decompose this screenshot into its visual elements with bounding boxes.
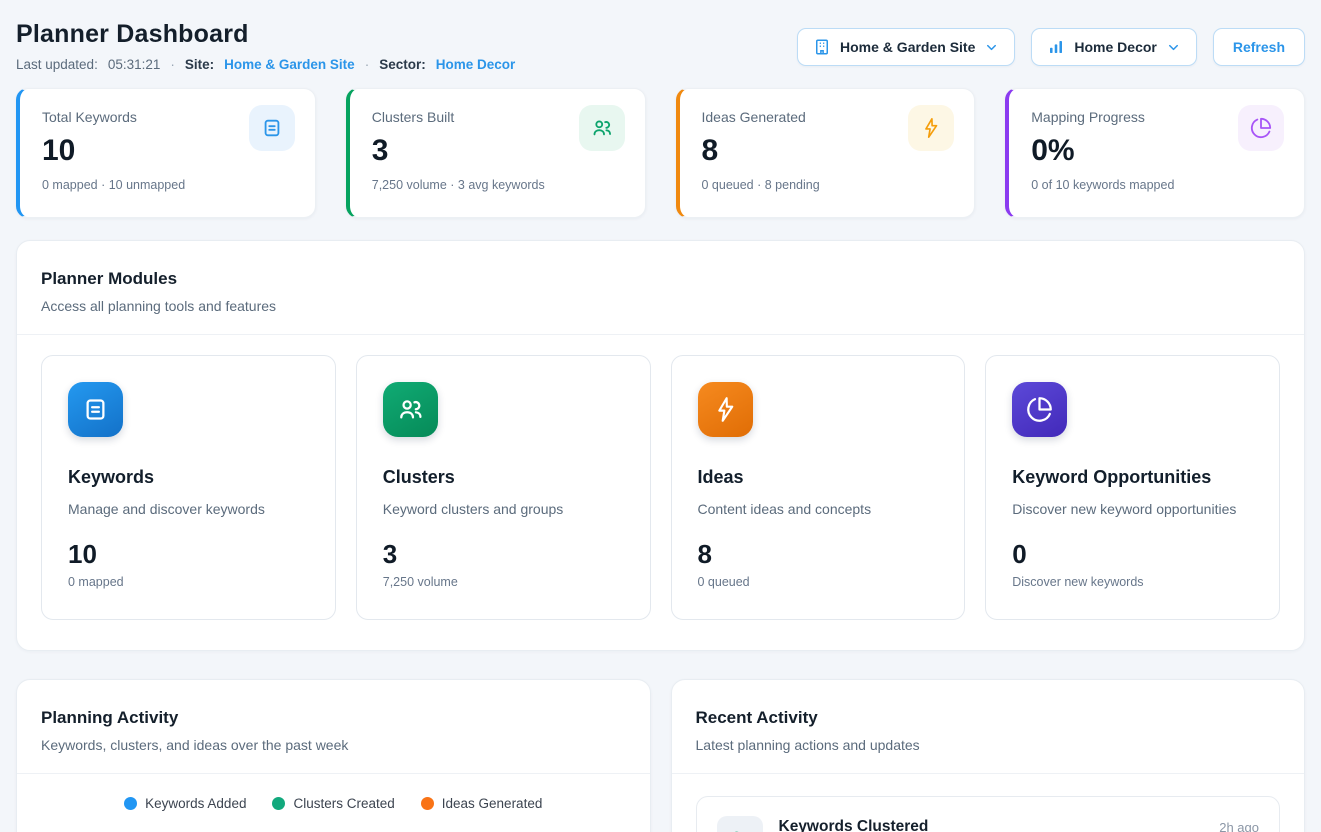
- note-icon: [249, 105, 295, 151]
- sector-link[interactable]: Home Decor: [436, 57, 516, 72]
- module-description: Content ideas and concepts: [698, 501, 939, 517]
- legend-dot-icon: [421, 797, 434, 810]
- pie-chart-icon: [1012, 382, 1067, 437]
- site-selector-value: Home & Garden Site: [840, 39, 975, 55]
- legend-label: Clusters Created: [293, 796, 394, 811]
- stats-row: Total Keywords 10 0 mapped · 10 unmapped…: [16, 88, 1305, 218]
- planner-dashboard-page: Planner Dashboard Last updated: 05:31:21…: [0, 0, 1321, 832]
- planning-activity-title: Planning Activity: [41, 708, 626, 728]
- bottom-row: Planning Activity Keywords, clusters, an…: [16, 679, 1305, 832]
- legend-dot-icon: [272, 797, 285, 810]
- header-controls: Home & Garden Site Home Decor Refresh: [797, 28, 1305, 66]
- sector-selector-value: Home Decor: [1074, 39, 1156, 55]
- module-value: 3: [383, 539, 624, 570]
- page-title: Planner Dashboard: [16, 20, 515, 49]
- recent-activity-panel: Recent Activity Latest planning actions …: [671, 679, 1306, 832]
- stat-subtext: 7,250 volume · 3 avg keywords: [372, 178, 623, 192]
- users-icon: [579, 105, 625, 151]
- divider: [17, 773, 650, 774]
- module-value: 0: [1012, 539, 1253, 570]
- module-subtext: Discover new keywords: [1012, 575, 1253, 589]
- stat-subtext: 0 mapped · 10 unmapped: [42, 178, 293, 192]
- stat-card-mapping-progress: Mapping Progress 0% 0 of 10 keywords map…: [1005, 88, 1305, 218]
- users-icon: [717, 816, 763, 832]
- module-description: Manage and discover keywords: [68, 501, 309, 517]
- meta-separator: ·: [365, 57, 370, 72]
- meta-separator: ·: [170, 57, 175, 72]
- legend-label: Keywords Added: [145, 796, 246, 811]
- legend-item-clusters-created: Clusters Created: [272, 796, 394, 811]
- module-subtext: 7,250 volume: [383, 575, 624, 589]
- building-icon: [813, 38, 831, 56]
- header: Planner Dashboard Last updated: 05:31:21…: [16, 20, 1305, 72]
- recent-activity-title: Recent Activity: [696, 708, 1281, 728]
- planning-activity-header: Planning Activity Keywords, clusters, an…: [17, 680, 650, 773]
- module-value: 10: [68, 539, 309, 570]
- site-label: Site:: [185, 57, 214, 72]
- activity-item-keywords-clustered: Keywords Clustered 3 new clusters create…: [696, 796, 1281, 832]
- chevron-down-icon: [1166, 40, 1181, 55]
- last-updated-label: Last updated:: [16, 57, 98, 72]
- module-card-keywords[interactable]: Keywords Manage and discover keywords 10…: [41, 355, 336, 620]
- planning-activity-panel: Planning Activity Keywords, clusters, an…: [16, 679, 651, 832]
- modules-panel-header: Planner Modules Access all planning tool…: [17, 241, 1304, 334]
- planning-activity-subtitle: Keywords, clusters, and ideas over the p…: [41, 737, 626, 753]
- module-title: Ideas: [698, 467, 939, 488]
- activity-item-timestamp: 2h ago: [1219, 820, 1259, 832]
- legend-item-keywords-added: Keywords Added: [124, 796, 246, 811]
- module-title: Clusters: [383, 467, 624, 488]
- recent-activity-header: Recent Activity Latest planning actions …: [672, 680, 1305, 773]
- header-meta: Last updated: 05:31:21 · Site: Home & Ga…: [16, 57, 515, 72]
- sector-selector-dropdown[interactable]: Home Decor: [1031, 28, 1196, 66]
- chart-legend: Keywords Added Clusters Created Ideas Ge…: [17, 796, 650, 811]
- activity-item-title: Keywords Clustered: [779, 818, 1204, 832]
- activity-chart: 25 25 24: [17, 811, 650, 832]
- module-card-keyword-opportunities[interactable]: Keyword Opportunities Discover new keywo…: [985, 355, 1280, 620]
- sector-label: Sector:: [379, 57, 426, 72]
- recent-activity-subtitle: Latest planning actions and updates: [696, 737, 1281, 753]
- activity-item-body: Keywords Clustered 3 new clusters create…: [779, 816, 1204, 832]
- bar-chart-icon: [1047, 38, 1065, 56]
- last-updated-value: 05:31:21: [108, 57, 161, 72]
- area-chart-svg: 25 25 24: [41, 825, 626, 832]
- legend-item-ideas-generated: Ideas Generated: [421, 796, 543, 811]
- site-selector-dropdown[interactable]: Home & Garden Site: [797, 28, 1015, 66]
- module-card-ideas[interactable]: Ideas Content ideas and concepts 8 0 que…: [671, 355, 966, 620]
- header-left: Planner Dashboard Last updated: 05:31:21…: [16, 20, 515, 72]
- module-value: 8: [698, 539, 939, 570]
- stat-card-ideas-generated: Ideas Generated 8 0 queued · 8 pending: [676, 88, 976, 218]
- module-subtext: 0 mapped: [68, 575, 309, 589]
- bolt-icon: [698, 382, 753, 437]
- stat-card-clusters-built: Clusters Built 3 7,250 volume · 3 avg ke…: [346, 88, 646, 218]
- module-description: Discover new keyword opportunities: [1012, 501, 1253, 517]
- module-description: Keyword clusters and groups: [383, 501, 624, 517]
- refresh-button[interactable]: Refresh: [1213, 28, 1305, 66]
- pie-chart-icon: [1238, 105, 1284, 151]
- legend-label: Ideas Generated: [442, 796, 543, 811]
- modules-panel-subtitle: Access all planning tools and features: [41, 298, 1280, 314]
- stat-card-total-keywords: Total Keywords 10 0 mapped · 10 unmapped: [16, 88, 316, 218]
- bolt-icon: [908, 105, 954, 151]
- planner-modules-panel: Planner Modules Access all planning tool…: [16, 240, 1305, 651]
- legend-dot-icon: [124, 797, 137, 810]
- module-subtext: 0 queued: [698, 575, 939, 589]
- site-link[interactable]: Home & Garden Site: [224, 57, 355, 72]
- modules-grid: Keywords Manage and discover keywords 10…: [17, 335, 1304, 650]
- module-title: Keyword Opportunities: [1012, 467, 1253, 488]
- module-card-clusters[interactable]: Clusters Keyword clusters and groups 3 7…: [356, 355, 651, 620]
- stat-subtext: 0 queued · 8 pending: [702, 178, 953, 192]
- module-title: Keywords: [68, 467, 309, 488]
- activity-list: Keywords Clustered 3 new clusters create…: [672, 774, 1305, 832]
- note-icon: [68, 382, 123, 437]
- users-icon: [383, 382, 438, 437]
- stat-subtext: 0 of 10 keywords mapped: [1031, 178, 1282, 192]
- chevron-down-icon: [984, 40, 999, 55]
- modules-panel-title: Planner Modules: [41, 269, 1280, 289]
